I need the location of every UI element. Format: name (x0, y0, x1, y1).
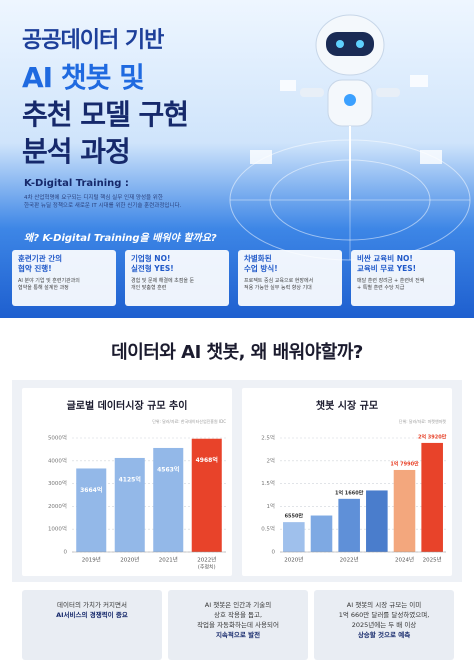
feature-heading: 훈련기관 간의 협약 진행! (18, 254, 110, 274)
value-label: 6550만 (285, 513, 304, 520)
heading-line: 교육비 무료 YES! (357, 264, 417, 273)
x-tick-label: 2019년 (82, 556, 101, 564)
feature-body: 프로젝트 중심 교육으로 현장에서 적용 가능한 실무 능력 향상 기대 (244, 278, 336, 292)
annotation: (추정치) (198, 564, 216, 571)
body-line: 적용 가능한 실무 능력 향상 기대 (244, 285, 312, 291)
y-tick-label: 2.5억 (261, 434, 275, 442)
program-name: K-Digital Training : (24, 178, 129, 189)
feature-card: 기업형 NO! 실전형 YES! 경험 및 문제 해결에 초점을 둔 개인 맞춤형 훈… (125, 250, 229, 306)
feature-heading: 기업형 NO! 실전형 YES! (131, 254, 223, 274)
body-line: 개인 맞춤형 훈련 (131, 285, 167, 291)
heading-line: 협약 진행! (18, 264, 52, 273)
feature-card: 훈련기관 간의 협약 진행! AI 분야 기업 및 훈련기관과의 협약을 통해 설계한… (12, 250, 116, 306)
y-tick-label: 1.5억 (261, 479, 275, 487)
text-line: 공공데이터 기반 (22, 28, 164, 53)
text-line: 추천 모델 구현 (22, 98, 189, 131)
x-tick-label: 2022년 (340, 556, 359, 564)
body-line: 프로젝트 중심 교육으로 현장에서 (244, 278, 314, 284)
feature-card: 비싼 교육비 NO! 교육비 무료 YES! 매달 훈련 장려금 + 훈련비 전액 +… (351, 250, 455, 306)
bar (76, 468, 107, 552)
y-tick-label: 1000억 (48, 525, 67, 533)
feature-card: 차별화된 수업 방식! 프로젝트 중심 교육으로 현장에서 적용 가능한 실무 능력 … (238, 250, 342, 306)
text-line: 분석 과정 (22, 135, 131, 168)
bar (114, 457, 145, 552)
summary-line: AI 챗봇은 인간과 기술의 (204, 601, 272, 609)
question: 왜? K-Digital Training을 배워야 할까요? (24, 233, 217, 244)
feature-body: 매달 훈련 장려금 + 훈련비 전액 + 특별 훈련 수당 지급 (357, 278, 449, 292)
body-line: 경험 및 문제 해결에 초점을 둔 (131, 278, 195, 284)
heading-line: 훈련기관 간의 (18, 254, 63, 263)
heading-line: 실전형 YES! (131, 264, 174, 273)
text-line: AI 챗봇 및 (22, 61, 145, 94)
feature-heading: 차별화된 수업 방식! (244, 254, 336, 274)
value-label: 3664억 (80, 486, 102, 494)
y-tick-label: 1억 (266, 502, 275, 510)
section-title: 데이터와 AI 챗봇, 왜 배워야할까? (111, 342, 363, 363)
bar (283, 522, 305, 552)
body-line: + 특별 훈련 수당 지급 (357, 285, 405, 291)
y-tick-label: 2000억 (48, 502, 67, 510)
summary-line: 1억 660만 달러를 달성하였으며, (338, 611, 430, 619)
heading-line: 기업형 NO! (131, 254, 171, 263)
heading-line: 차별화된 (244, 254, 272, 263)
summary-line: 상호 작용을 돕고, (213, 611, 263, 619)
summary-line: 지속적으로 발전 (215, 631, 261, 639)
chart-title: 글로벌 데이터시장 규모 추이 (67, 399, 188, 412)
value-label: 4563억 (157, 465, 179, 473)
bar (191, 438, 222, 552)
body-line: 매달 훈련 장려금 + 훈련비 전액 (357, 278, 425, 284)
value-label: 4968억 (196, 456, 218, 464)
summary-line: 상승할 것으로 예측 (357, 631, 411, 639)
summary-line: AI서비스의 경쟁력이 중요 (56, 611, 128, 619)
value-label: 1억 1660만 (335, 489, 364, 496)
y-tick-label: 0 (64, 550, 68, 556)
bar (338, 498, 360, 552)
summary-line: 2025년에는 두 배 이상 (351, 621, 417, 629)
hero-illustration (229, 14, 471, 261)
y-tick-label: 0.5억 (261, 525, 275, 533)
x-tick-label: 2020년 (120, 556, 139, 564)
y-tick-label: 3000억 (48, 479, 67, 487)
bar (421, 442, 443, 552)
x-tick-label: 2025년 (423, 556, 442, 564)
heading-line: 비싼 교육비 NO! (357, 254, 413, 263)
y-tick-label: 4000억 (48, 456, 67, 464)
x-tick-label: 2021년 (159, 556, 178, 564)
y-tick-label: 2억 (266, 456, 275, 464)
bar (153, 447, 184, 552)
value-label: 2억 3920만 (418, 433, 447, 440)
bar (310, 515, 333, 552)
y-tick-label: 5000억 (48, 434, 67, 442)
x-tick-label: 2020년 (284, 556, 303, 564)
x-tick-label: 2022년 (197, 556, 216, 564)
bar (366, 490, 388, 552)
feature-body: AI 분야 기업 및 훈련기관과의 협약을 통해 설계한 과정 (18, 278, 110, 292)
chart-source: 단위: 달러/자료: 한국데이터산업진흥원 IDC (152, 418, 226, 424)
summary-line: AI 챗봇의 시장 규모는 이미 (346, 601, 422, 609)
y-tick-label: 0 (272, 550, 276, 556)
body-line: AI 분야 기업 및 훈련기관과의 (18, 278, 80, 284)
x-tick-label: 2024년 (395, 556, 414, 564)
chart-source: 단위: 달러/자료: 마켓앤마켓 (399, 418, 446, 424)
heading-line: 수업 방식! (244, 264, 278, 273)
summary-card: AI 챗봇의 시장 규모는 이미 1억 660만 달러를 달성하였으며, 2025년… (314, 590, 454, 660)
feature-body: 경험 및 문제 해결에 초점을 둔 개인 맞춤형 훈련 (131, 278, 223, 292)
value-label: 4125억 (119, 475, 141, 483)
body-line: 협약을 통해 설계한 과정 (18, 285, 69, 291)
summary-card: 데이터의 가치가 커지면서 AI서비스의 경쟁력이 중요 (22, 590, 162, 660)
bar (393, 469, 416, 552)
summary-line: 작업을 자동화하는데 사용되어 (197, 621, 279, 629)
text-line: 4차 산업혁명에 요구되는 디지털 핵심 실무 인재 양성을 위한 (24, 195, 163, 201)
chart-title: 챗봇 시장 규모 (316, 399, 378, 412)
feature-heading: 비싼 교육비 NO! 교육비 무료 YES! (357, 254, 449, 274)
text-line: 한국판 뉴딜 정책으로 새로운 IT 시대를 위한 신기술 훈련과정입니다. (24, 203, 182, 209)
summary-line: 데이터의 가치가 커지면서 (57, 601, 127, 609)
value-label: 1억 7990만 (390, 460, 419, 467)
